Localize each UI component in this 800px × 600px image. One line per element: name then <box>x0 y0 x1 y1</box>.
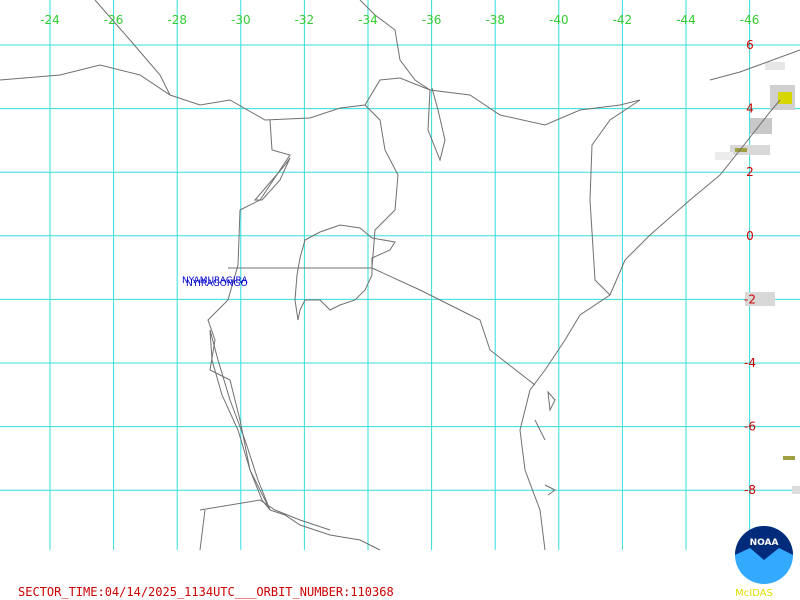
longitude-label: -24 <box>40 13 60 27</box>
border <box>199 499 331 551</box>
latitude-label: 2 <box>746 165 754 179</box>
longitude-label: -32 <box>295 13 315 27</box>
place-label: NYAMURAGIRA <box>182 276 248 286</box>
latitude-label: -4 <box>744 356 756 370</box>
lake <box>209 329 271 511</box>
border <box>359 0 446 162</box>
longitude-label: -30 <box>231 13 251 27</box>
latitude-label: -8 <box>744 483 756 497</box>
longitude-label: -44 <box>676 13 696 27</box>
longitude-label: -26 <box>104 13 124 27</box>
logo-top <box>735 526 793 560</box>
graticule <box>0 0 800 550</box>
coastlines-borders <box>0 0 800 551</box>
cloud <box>783 456 795 460</box>
footer: SECTOR_TIME:04/14/2025_1134UTC___ORBIT_N… <box>18 585 394 599</box>
lake <box>253 157 291 201</box>
border <box>228 104 399 269</box>
longitude-label: -36 <box>422 13 442 27</box>
longitude-label: -34 <box>358 13 378 27</box>
place-label: NYIRAGONGO <box>186 279 248 289</box>
island <box>534 390 556 496</box>
cloud <box>745 292 775 306</box>
cloud <box>715 152 733 160</box>
cloud <box>750 118 772 134</box>
cloud <box>730 145 770 155</box>
lake <box>294 224 396 321</box>
cloud <box>765 62 785 70</box>
latitude-label: 6 <box>746 38 754 52</box>
border <box>589 49 800 296</box>
longitude-label: -38 <box>485 13 505 27</box>
logo: NOAA McIDAS <box>735 526 793 599</box>
latitude-labels: 6 4 2 0 -2 -4 -6 -8 <box>744 38 756 497</box>
cloud <box>792 486 800 494</box>
latitude-label: -2 <box>744 292 756 306</box>
longitude-label: -42 <box>613 13 633 27</box>
border <box>371 267 536 386</box>
border <box>94 0 171 96</box>
longitude-labels: -24 -26 -28 -30 -32 -34 -36 -38 -40 -42 -44 -46 <box>40 13 759 27</box>
latitude-label: 0 <box>746 229 754 243</box>
longitude-label: -40 <box>549 13 569 27</box>
longitude-label: -28 <box>167 13 187 27</box>
coastline <box>519 99 781 551</box>
cloud <box>735 148 747 152</box>
cloud <box>778 92 792 104</box>
longitude-label: -46 <box>740 13 760 27</box>
latitude-label: -6 <box>744 420 756 434</box>
logo-caption: McIDAS <box>735 588 773 599</box>
border <box>0 64 641 126</box>
latitude-label: 4 <box>746 102 754 116</box>
logo-text: NOAA <box>750 538 779 548</box>
